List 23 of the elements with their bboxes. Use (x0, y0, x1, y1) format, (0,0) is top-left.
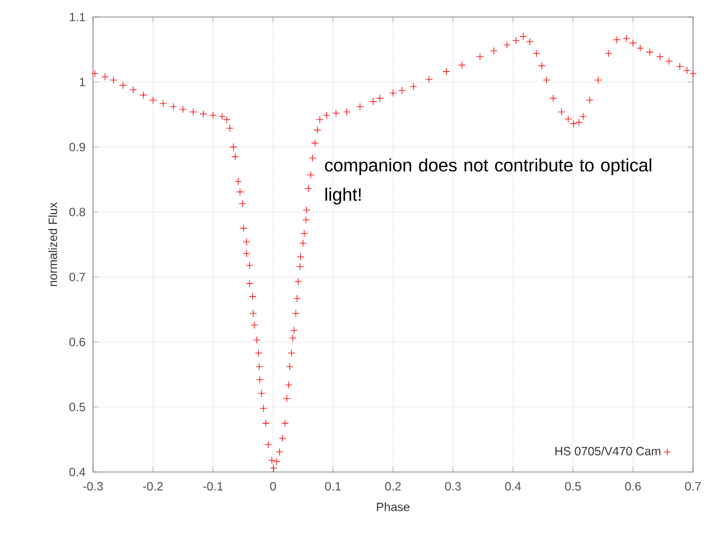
x-tick-label: 0.3 (445, 482, 461, 491)
y-tick-label: 1 (80, 78, 86, 86)
legend-label: HS 0705/V470 Cam (555, 446, 660, 456)
x-tick-label: 0.6 (625, 482, 641, 491)
x-tick-label: 0.4 (505, 482, 521, 491)
y-axis-title: normalized Flux (48, 202, 58, 286)
y-tick-label: 0.5 (69, 402, 86, 412)
y-tick-label: 0.6 (69, 338, 86, 346)
x-tick-label: 0.7 (685, 482, 701, 491)
y-tick-label: 0.4 (69, 468, 86, 476)
x-tick-label: -0.2 (143, 482, 163, 491)
x-tick-label: 0 (270, 482, 276, 491)
x-tick-label: -0.3 (83, 482, 103, 491)
x-tick-label: 0.2 (385, 482, 401, 491)
y-tick-label: 1.1 (70, 12, 86, 22)
y-tick-label: 0.8 (69, 208, 86, 216)
x-axis-title: Phase (376, 502, 410, 512)
y-tick-label: 0.7 (69, 272, 86, 282)
x-tick-label: 0.5 (565, 482, 581, 491)
x-tick-label: 0.1 (325, 482, 341, 491)
annotation: companion does not contribute to optical light! (325, 158, 652, 204)
x-tick-label: -0.1 (203, 482, 223, 491)
y-tick-label: 0.9 (69, 142, 86, 152)
